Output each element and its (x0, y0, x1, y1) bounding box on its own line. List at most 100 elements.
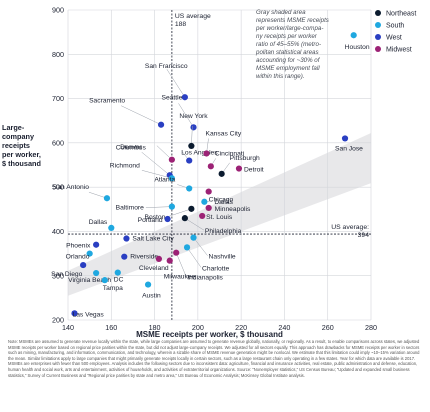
leader-line (175, 252, 187, 277)
point-san-antonio (103, 195, 111, 202)
leader-line (193, 237, 208, 256)
point-label: Minneapolis (215, 206, 251, 213)
legend-label: Midwest (386, 47, 412, 54)
x-axis-title: MSME receipts per worker, $ thousand (136, 330, 283, 339)
y-tick-label: 600 (52, 138, 64, 147)
x-tick-label: 180 (149, 323, 161, 332)
point-label: Boston (145, 214, 166, 221)
point-label: Philadelphia (205, 228, 242, 235)
point-label: Tampa (103, 285, 123, 292)
y-tick-label: 700 (52, 94, 64, 103)
plot-area: 200 300 400 500 600 700 800 900 140 160 180 200 220 2… (2, 6, 416, 339)
point-dc (114, 269, 121, 276)
point-austin (144, 281, 152, 288)
us-average-y-label: US average: (331, 224, 369, 231)
y-tick-label: 400 (52, 227, 64, 236)
y-tick-label: 500 (52, 183, 64, 192)
point-san-diego (80, 261, 87, 269)
band-annotation: ny receipts per worker (256, 33, 318, 40)
legend-label: West (386, 35, 402, 42)
point-label: San Francisco (145, 63, 188, 70)
legend-marker (375, 22, 381, 28)
point-las-vegas (71, 310, 78, 317)
band-annotation: Gray shaded area (256, 9, 306, 16)
point-label: Austin (142, 293, 161, 300)
leader-line (88, 191, 108, 199)
point-label: San Jose (335, 145, 363, 152)
point-orlando (86, 250, 93, 257)
leader-line (141, 170, 172, 179)
point-salt-lake-city (123, 235, 130, 242)
point-label: Las Vegas (72, 311, 104, 318)
band-annotation: politan statistical areas (255, 49, 319, 56)
point-label: Columbus (116, 145, 147, 152)
point-label: Orlando (66, 254, 90, 261)
us-average-x-label: US average (175, 13, 211, 20)
band-annotation: accounting for ~30% of (256, 57, 321, 64)
point-label: Virginia Beach (68, 277, 111, 284)
point-label: Chicago (209, 197, 234, 204)
point-dallas-2 (201, 198, 208, 205)
point-pittsburgh (218, 170, 225, 177)
point-label: Phoenix (66, 243, 91, 250)
point-label: Baltimore (116, 205, 145, 212)
us-average-y-label: 394 (358, 232, 370, 239)
ratio-band (68, 133, 371, 296)
leader-line (178, 103, 194, 128)
leader-line (186, 247, 202, 268)
band-annotation: ratio of 45–55% (metro- (256, 41, 321, 48)
point-columbus (168, 156, 175, 163)
x-tick-label: 260 (322, 323, 334, 332)
point-los-angeles (186, 157, 193, 164)
point-atlanta (186, 185, 193, 192)
y-tick-label: 900 (52, 6, 64, 15)
legend-label: Northeast (386, 11, 416, 18)
point-label: Indianapolis (187, 275, 223, 282)
point-label: Cleveland (139, 265, 169, 272)
point-label: Pittsburgh (230, 155, 260, 162)
x-tick-label: 160 (105, 323, 117, 332)
point-riverside (121, 253, 128, 260)
band-annotation: per worker/large-compa- (255, 25, 323, 32)
y-axis-title: company (2, 132, 35, 141)
x-tick-label: 200 (192, 323, 204, 332)
point-label: Sacramento (89, 98, 125, 105)
x-tick-label: 240 (278, 323, 290, 332)
point-label: San Antonio (53, 184, 89, 191)
point-minneapolis (205, 204, 212, 212)
point-label: Cincinnati (215, 150, 245, 157)
point-new-york (188, 142, 195, 150)
point-san-francisco (181, 94, 188, 101)
leader-line (156, 145, 173, 160)
legend-marker (375, 10, 381, 16)
point-indianapolis (173, 249, 180, 256)
point-label: Riverside (130, 254, 158, 261)
y-tick-label: 800 (52, 50, 64, 59)
point-label: Charlotte (202, 265, 229, 272)
point-boston (188, 205, 195, 212)
point-richmond (168, 175, 175, 182)
point-label: Kansas City (206, 130, 242, 137)
point-label: DC (114, 277, 124, 284)
point-label: Nashville (209, 254, 236, 261)
point-st-louis (199, 212, 206, 220)
x-tick-label: 220 (235, 323, 247, 332)
point-label: Atlanta (154, 176, 175, 183)
leader-line (120, 105, 162, 125)
point-tampa (101, 277, 108, 284)
point-label: New York (179, 113, 208, 120)
y-axis-title: per worker, (2, 150, 41, 159)
leader-line (191, 125, 193, 146)
point-cincinnati (207, 163, 214, 170)
point-milwaukee (166, 257, 173, 264)
leader-line (167, 208, 192, 218)
point-label: Detroit (244, 167, 264, 174)
point-kansas-city (203, 150, 210, 157)
point-houston (350, 32, 357, 39)
point-label: Salt Lake City (132, 236, 174, 243)
y-tick-label: 300 (52, 271, 64, 280)
band-annotation: within this range). (256, 73, 305, 80)
point-baltimore (168, 203, 175, 210)
legend-marker (375, 46, 381, 52)
us-average-x-label: 188 (175, 21, 187, 28)
